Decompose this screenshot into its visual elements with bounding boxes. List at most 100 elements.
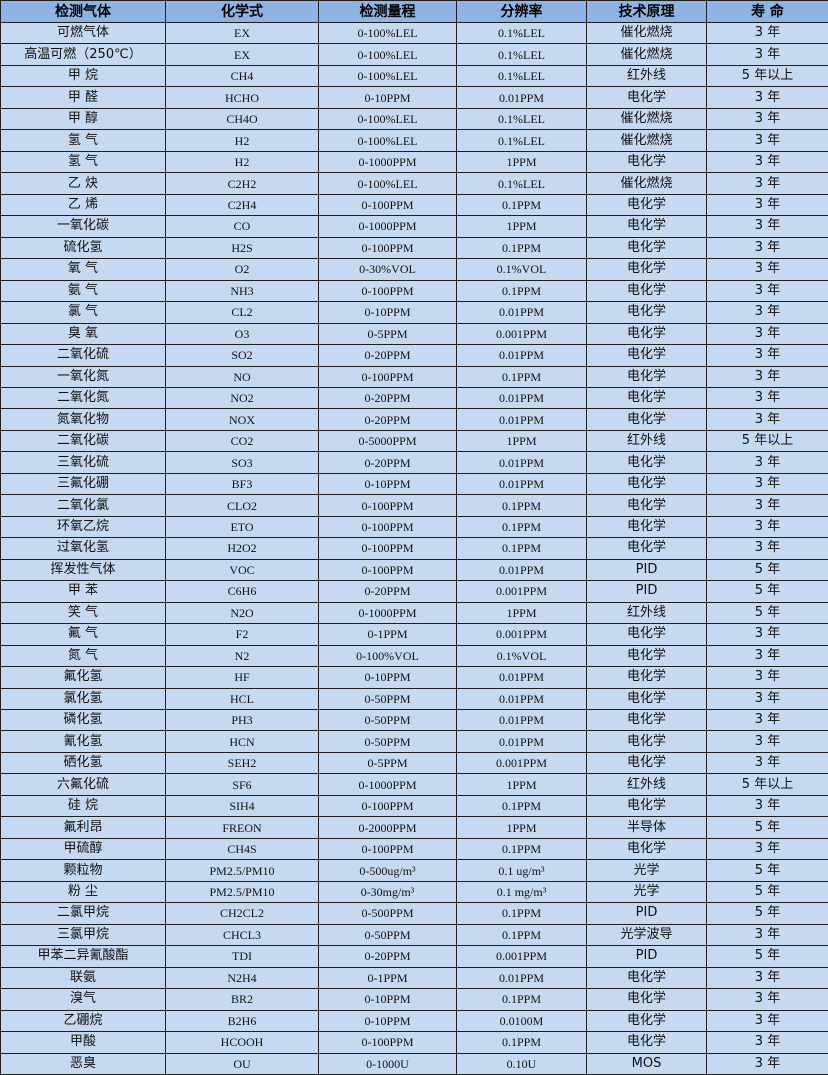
lifespan-cell: 3 年 <box>707 108 828 129</box>
formula-cell: SF6 <box>166 774 319 795</box>
range-cell: 0-100%LEL <box>319 108 457 129</box>
gas-name-cell: 二氧化硫 <box>1 345 166 366</box>
lifespan-cell: 3 年 <box>707 1032 828 1053</box>
principle-cell: 电化学 <box>587 452 707 473</box>
gas-name-cell: 过氧化氢 <box>1 538 166 559</box>
principle-cell: 电化学 <box>587 473 707 494</box>
range-cell: 0-100%LEL <box>319 23 457 44</box>
formula-cell: ETO <box>166 516 319 537</box>
lifespan-cell: 3 年 <box>707 516 828 537</box>
range-cell: 0-50PPM <box>319 731 457 752</box>
resolution-cell: 0.01PPM <box>457 967 587 988</box>
resolution-cell: 0.1%LEL <box>457 44 587 65</box>
gas-name-cell: 二氧化氯 <box>1 495 166 516</box>
formula-cell: SO2 <box>166 345 319 366</box>
principle-cell: 电化学 <box>587 710 707 731</box>
resolution-cell: 0.01PPM <box>457 710 587 731</box>
formula-cell: VOC <box>166 559 319 580</box>
range-cell: 0-1000U <box>319 1053 457 1074</box>
range-cell: 0-5000PPM <box>319 430 457 451</box>
principle-cell: PID <box>587 581 707 602</box>
resolution-cell: 0.01PPM <box>457 452 587 473</box>
gas-name-cell: 二氯甲烷 <box>1 903 166 924</box>
gas-name-cell: 氯化氢 <box>1 688 166 709</box>
principle-cell: 电化学 <box>587 409 707 430</box>
formula-cell: NH3 <box>166 280 319 301</box>
range-cell: 0-1000PPM <box>319 774 457 795</box>
principle-cell: 催化燃烧 <box>587 23 707 44</box>
principle-cell: PID <box>587 946 707 967</box>
principle-cell: 红外线 <box>587 602 707 623</box>
formula-cell: HF <box>166 667 319 688</box>
principle-cell: 电化学 <box>587 280 707 301</box>
range-cell: 0-1000PPM <box>319 216 457 237</box>
range-cell: 0-100%VOL <box>319 645 457 666</box>
resolution-cell: 0.01PPM <box>457 731 587 752</box>
gas-name-cell: 乙 烯 <box>1 194 166 215</box>
formula-cell: H2 <box>166 151 319 172</box>
formula-cell: CH4O <box>166 108 319 129</box>
lifespan-cell: 3 年 <box>707 87 828 108</box>
range-cell: 0-500ug/m³ <box>319 860 457 881</box>
resolution-cell: 0.001PPM <box>457 323 587 344</box>
principle-cell: 红外线 <box>587 774 707 795</box>
gas-name-cell: 三氯甲烷 <box>1 924 166 945</box>
formula-cell: FREON <box>166 817 319 838</box>
resolution-cell: 0.01PPM <box>457 345 587 366</box>
range-cell: 0-2000PPM <box>319 817 457 838</box>
formula-cell: HCHO <box>166 87 319 108</box>
principle-cell: 电化学 <box>587 516 707 537</box>
gas-name-cell: 乙硼烷 <box>1 1010 166 1031</box>
lifespan-cell: 3 年 <box>707 838 828 859</box>
lifespan-cell: 3 年 <box>707 752 828 773</box>
lifespan-cell: 3 年 <box>707 667 828 688</box>
gas-name-cell: 甲酸 <box>1 1032 166 1053</box>
gas-name-cell: 氰化氢 <box>1 731 166 752</box>
gas-name-cell: 甲硫醇 <box>1 838 166 859</box>
resolution-cell: 0.01PPM <box>457 667 587 688</box>
lifespan-cell: 3 年 <box>707 795 828 816</box>
principle-cell: 电化学 <box>587 967 707 988</box>
gas-name-cell: 氮氧化物 <box>1 409 166 430</box>
principle-cell: 红外线 <box>587 65 707 86</box>
formula-cell: PM2.5/PM10 <box>166 881 319 902</box>
range-cell: 0-10PPM <box>319 989 457 1010</box>
resolution-cell: 0.1PPM <box>457 1032 587 1053</box>
header-lifespan: 寿 命 <box>707 1 828 23</box>
range-cell: 0-10PPM <box>319 87 457 108</box>
principle-cell: 电化学 <box>587 259 707 280</box>
lifespan-cell: 3 年 <box>707 710 828 731</box>
range-cell: 0-100PPM <box>319 237 457 258</box>
lifespan-cell: 5 年 <box>707 881 828 902</box>
formula-cell: HCL <box>166 688 319 709</box>
lifespan-cell: 5 年 <box>707 903 828 924</box>
formula-cell: PM2.5/PM10 <box>166 860 319 881</box>
gas-name-cell: 甲 烷 <box>1 65 166 86</box>
resolution-cell: 1PPM <box>457 774 587 795</box>
range-cell: 0-30mg/m³ <box>319 881 457 902</box>
resolution-cell: 0.0100M <box>457 1010 587 1031</box>
header-gas: 检测气体 <box>1 1 166 23</box>
resolution-cell: 0.1%LEL <box>457 130 587 151</box>
lifespan-cell: 3 年 <box>707 731 828 752</box>
principle-cell: 催化燃烧 <box>587 130 707 151</box>
principle-cell: 电化学 <box>587 838 707 859</box>
lifespan-cell: 3 年 <box>707 237 828 258</box>
lifespan-cell: 3 年 <box>707 23 828 44</box>
range-cell: 0-50PPM <box>319 688 457 709</box>
resolution-cell: 0.1PPM <box>457 538 587 559</box>
lifespan-cell: 3 年 <box>707 259 828 280</box>
